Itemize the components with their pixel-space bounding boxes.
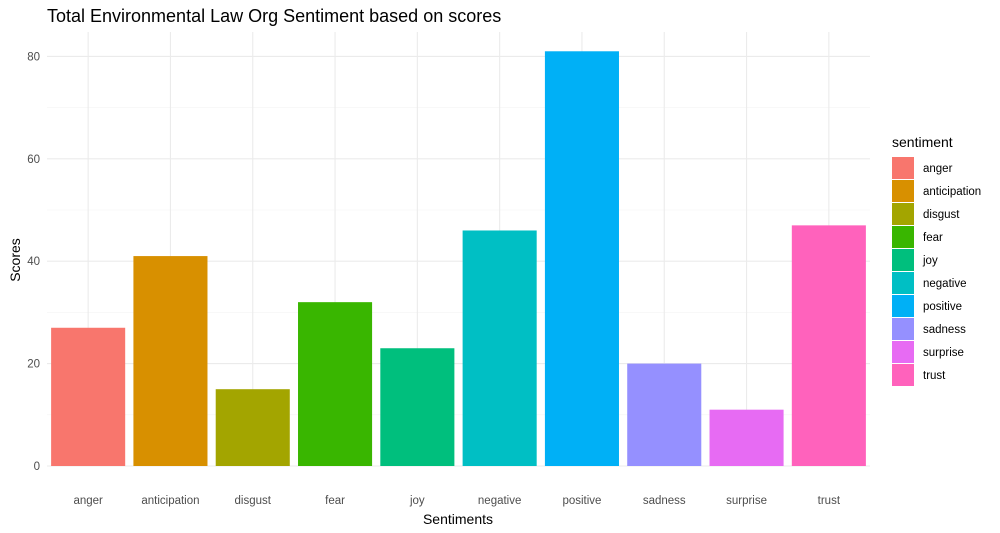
legend: sentiment anger anticipation disgust fear jo… <box>892 134 981 386</box>
x-axis-ticks: anger anticipation disgust fear joy negative p… <box>73 495 840 507</box>
x-tick-label: joy <box>409 495 425 507</box>
x-tick-label: anger <box>73 495 103 507</box>
legend-key-positive <box>892 295 914 317</box>
legend-label: surprise <box>923 347 964 359</box>
x-tick-label: anticipation <box>141 495 199 507</box>
legend-key-sadness <box>892 318 914 340</box>
bars <box>51 51 866 466</box>
legend-key-fear <box>892 226 914 248</box>
x-tick-label: disgust <box>235 495 272 507</box>
legend-key-surprise <box>892 341 914 363</box>
bar-anticipation <box>133 256 208 466</box>
y-axis-title: Scores <box>7 238 23 282</box>
bar-sadness <box>627 363 702 466</box>
x-tick-label: surprise <box>726 495 767 507</box>
y-tick-label: 20 <box>27 359 40 371</box>
y-tick-label: 0 <box>34 461 40 473</box>
legend-key-disgust <box>892 203 914 225</box>
legend-key-joy <box>892 249 914 271</box>
bar-anger <box>51 327 126 466</box>
y-tick-label: 40 <box>27 256 40 268</box>
x-tick-label: positive <box>562 495 601 507</box>
legend-label: sadness <box>923 324 966 336</box>
legend-key-anger <box>892 157 914 179</box>
legend-title: sentiment <box>892 134 953 150</box>
x-tick-label: trust <box>818 495 841 507</box>
y-axis-ticks: 0 20 40 60 80 <box>27 51 40 473</box>
legend-key-anticipation <box>892 180 914 202</box>
bar-negative <box>462 230 537 466</box>
legend-label: negative <box>923 278 966 290</box>
legend-label: fear <box>923 232 943 244</box>
legend-key-negative <box>892 272 914 294</box>
bar-trust <box>791 225 866 466</box>
legend-key-trust <box>892 364 914 386</box>
x-tick-label: negative <box>478 495 521 507</box>
y-tick-label: 80 <box>27 51 40 63</box>
legend-label: anger <box>923 163 953 175</box>
bar-disgust <box>215 389 290 466</box>
legend-label: anticipation <box>923 186 981 198</box>
legend-label: disgust <box>923 209 960 221</box>
x-tick-label: sadness <box>643 495 686 507</box>
legend-label: positive <box>923 301 962 313</box>
x-axis-title: Sentiments <box>423 511 493 527</box>
legend-label: trust <box>923 370 946 382</box>
chart-title: Total Environmental Law Org Sentiment ba… <box>47 6 501 26</box>
bar-surprise <box>709 409 784 466</box>
bar-positive <box>544 51 619 466</box>
bar-joy <box>380 348 455 466</box>
x-tick-label: fear <box>325 495 345 507</box>
bar-fear <box>298 302 373 466</box>
y-tick-label: 60 <box>27 154 40 166</box>
legend-label: joy <box>922 255 938 267</box>
